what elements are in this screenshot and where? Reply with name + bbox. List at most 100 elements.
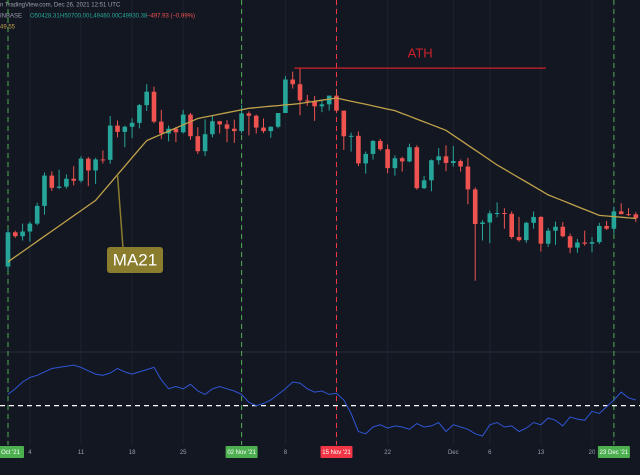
- ma-value: 49.55: [0, 25, 16, 31]
- candle-body: [195, 136, 201, 152]
- x-tick-label: 25: [180, 450, 187, 456]
- candle-body: [239, 113, 244, 132]
- candle-body: [42, 175, 47, 206]
- candle-body: [326, 95, 332, 105]
- candle-body: [356, 135, 361, 164]
- x-tick-label: Dec: [448, 450, 459, 456]
- candle-body: [173, 128, 179, 133]
- x-tick-label: 18: [129, 450, 136, 456]
- candle-body: [64, 178, 69, 187]
- candle-body: [582, 242, 587, 244]
- candle-body: [202, 134, 208, 152]
- candle-body: [144, 91, 149, 106]
- x-label-highlight: [0, 446, 24, 458]
- candle-body: [538, 216, 544, 244]
- candle-body: [93, 159, 98, 171]
- candle-body: [421, 180, 427, 189]
- candle-body: [319, 104, 325, 107]
- ma-pointer: [116, 174, 124, 249]
- x-tick-label: 13: [538, 450, 545, 456]
- candle-body: [71, 178, 76, 181]
- ath-label: ATH: [408, 46, 433, 61]
- candle-body: [100, 159, 106, 161]
- candle-body: [341, 110, 347, 137]
- candle-body: [392, 158, 398, 169]
- candle-body: [188, 114, 193, 137]
- ohlc-close: C49930.38: [118, 14, 148, 20]
- ma-label: MA21: [113, 250, 157, 269]
- candle-body: [159, 121, 164, 134]
- x-label-highlight: [320, 446, 353, 458]
- ohlc-open: O50428.31: [30, 14, 60, 20]
- candle-body: [458, 161, 463, 167]
- candle-body: [232, 128, 237, 132]
- candle-body: [443, 156, 449, 163]
- x-tick-label: 22: [384, 450, 391, 456]
- x-tick-label: 20: [589, 450, 596, 456]
- candle-body: [531, 216, 536, 223]
- candle-body: [86, 158, 91, 171]
- candle-body: [305, 100, 310, 102]
- candle-body: [560, 226, 566, 237]
- candle-body: [13, 232, 18, 237]
- candle-body: [224, 124, 230, 129]
- candle-body: [348, 135, 354, 137]
- x-label-highlight: [225, 446, 258, 458]
- candle-body: [261, 127, 266, 132]
- candle-body: [5, 232, 11, 267]
- candle-body: [429, 160, 434, 181]
- candle-body: [210, 121, 215, 135]
- plot-layer: MA21 ATH 1 Oct '21 4 11 18 25 02 Nov '21 8 15 Nov…: [0, 0, 640, 458]
- x-tick-label: 15 Nov '21: [322, 450, 351, 456]
- ohlc-high: H50700.00: [60, 14, 90, 20]
- candle-body: [407, 147, 412, 162]
- candle-body: [399, 158, 405, 162]
- candle-body: [436, 156, 441, 161]
- candle-body: [633, 214, 639, 219]
- candle-body: [283, 79, 288, 113]
- candle-body: [129, 122, 135, 127]
- candle-body: [618, 211, 624, 215]
- x-tick-label: 8: [284, 450, 288, 456]
- candle-body: [78, 158, 84, 181]
- ohlc-change: −497.93 (−0.99%): [147, 14, 195, 20]
- candle-body: [312, 101, 317, 107]
- candle-body: [180, 114, 186, 133]
- candle-body: [465, 166, 471, 190]
- candle-body: [137, 105, 142, 123]
- candle-body: [297, 84, 303, 101]
- candle-body: [27, 223, 33, 232]
- candle-body: [487, 213, 493, 223]
- oscillator-line: [7, 364, 636, 437]
- candle-body: [414, 147, 420, 189]
- candle-body: [604, 225, 609, 229]
- x-tick-label: 11: [78, 450, 85, 456]
- source-text: n TradingView.com, Dec 26, 2021 12:51 UT…: [0, 3, 121, 9]
- candle-body: [20, 231, 25, 237]
- candle-body: [275, 112, 281, 127]
- candle-body: [626, 214, 631, 216]
- candle-body: [524, 222, 529, 241]
- candle-body: [553, 226, 558, 231]
- ma-line: [7, 97, 636, 263]
- candle-body: [480, 222, 485, 225]
- candle-body: [268, 126, 274, 132]
- symbol-text: INBASE: [0, 14, 22, 20]
- candle-body: [363, 153, 368, 164]
- candle-body: [502, 212, 507, 214]
- candle-body: [370, 140, 376, 154]
- candle-body: [575, 242, 580, 248]
- candle-body: [151, 91, 157, 122]
- candle-body: [494, 212, 500, 214]
- candle-body: [451, 161, 456, 163]
- candle-body: [34, 205, 40, 224]
- x-tick-label: 02 Nov '21: [227, 450, 256, 456]
- candle-body: [217, 121, 222, 125]
- ma-label-box: [107, 247, 163, 273]
- candle-body: [516, 237, 522, 241]
- ohlc-low: L49460.00: [90, 14, 119, 20]
- candle-body: [107, 125, 113, 160]
